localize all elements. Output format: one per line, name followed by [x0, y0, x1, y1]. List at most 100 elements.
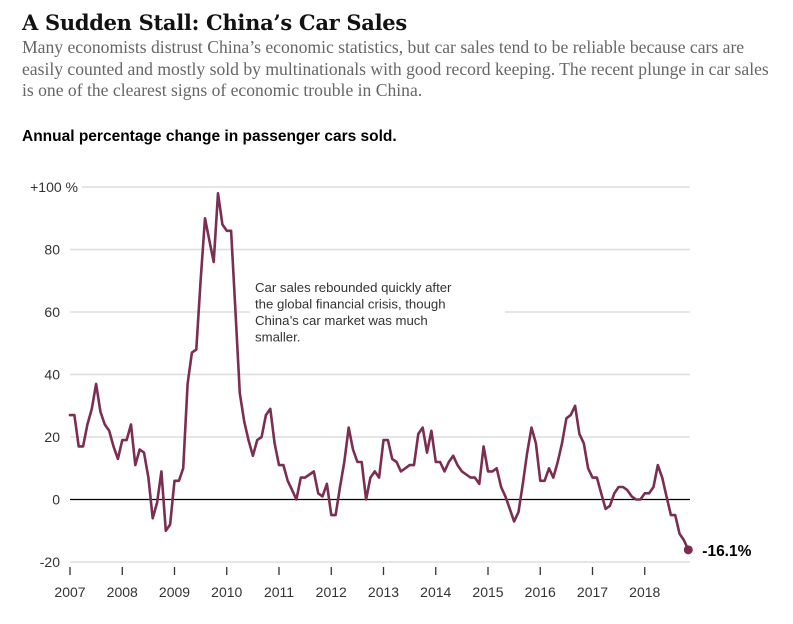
data-point: [308, 473, 310, 475]
x-axis: 2007 2008 2009 2010 2011 2012 2013 2014 2015 2016…: [54, 567, 661, 600]
data-point: [417, 433, 419, 435]
data-point: [395, 461, 397, 463]
data-point: [622, 486, 624, 488]
data-point: [252, 455, 254, 457]
annotation-text: China’s car market was much: [255, 313, 428, 328]
y-tick-label: 20: [44, 429, 60, 445]
data-point: [165, 530, 167, 532]
x-tick-label: 2016: [525, 584, 556, 600]
data-point: [448, 461, 450, 463]
data-point: [670, 514, 672, 516]
data-point: [178, 480, 180, 482]
data-point: [152, 517, 154, 519]
data-point: [343, 461, 345, 463]
data-point: [583, 442, 585, 444]
data-point: [652, 486, 654, 488]
data-point: [339, 486, 341, 488]
data-point: [208, 239, 210, 241]
data-point: [282, 464, 284, 466]
data-point: [374, 470, 376, 472]
data-point: [108, 430, 110, 432]
y-tick-label: 40: [44, 367, 60, 383]
data-point: [522, 483, 524, 485]
data-point: [491, 470, 493, 472]
x-tick-label: 2017: [577, 584, 608, 600]
data-point: [635, 498, 637, 500]
data-point: [195, 348, 197, 350]
data-point: [182, 467, 184, 469]
data-point: [334, 514, 336, 516]
data-point: [347, 426, 349, 428]
data-point: [674, 514, 676, 516]
x-tick-label: 2009: [159, 584, 190, 600]
data-point: [496, 467, 498, 469]
annotation-text: Car sales rebounded quickly after: [255, 280, 452, 295]
data-point: [361, 461, 363, 463]
data-point: [269, 408, 271, 410]
data-point: [365, 498, 367, 500]
data-point: [644, 492, 646, 494]
data-point: [169, 523, 171, 525]
data-point: [556, 461, 558, 463]
data-point: [408, 464, 410, 466]
data-point: [639, 498, 641, 500]
data-point: [300, 476, 302, 478]
data-point: [526, 451, 528, 453]
data-point: [117, 458, 119, 460]
y-tick-label: 60: [44, 304, 60, 320]
series-group: -16.1%: [68, 192, 752, 560]
data-point: [613, 492, 615, 494]
data-point: [186, 383, 188, 385]
data-point: [382, 439, 384, 441]
data-point: [317, 492, 319, 494]
y-tick-label: 0: [52, 492, 60, 508]
data-point: [121, 439, 123, 441]
data-point: [221, 223, 223, 225]
data-point: [391, 458, 393, 460]
y-tick-label: +100 %: [30, 179, 78, 195]
data-point: [330, 514, 332, 516]
y-axis-labels: -20 0 20 40 60 80 +100 %: [30, 179, 78, 570]
data-point: [678, 533, 680, 535]
x-tick-label: 2013: [368, 584, 399, 600]
x-tick-label: 2007: [54, 584, 85, 600]
annotation: Car sales rebounded quickly after the glo…: [250, 276, 505, 348]
x-tick-label: 2008: [107, 584, 138, 600]
x-tick-label: 2014: [420, 584, 451, 600]
headline: A Sudden Stall: China’s Car Sales: [22, 10, 407, 35]
dek-paragraph: Many economists distrust China’s economi…: [22, 37, 769, 100]
end-point-marker: [683, 545, 693, 555]
data-point: [243, 420, 245, 422]
data-point: [513, 520, 515, 522]
data-point: [683, 539, 685, 541]
data-point: [661, 476, 663, 478]
data-point: [587, 467, 589, 469]
data-point: [548, 467, 550, 469]
data-point: [143, 451, 145, 453]
data-point: [452, 455, 454, 457]
data-point: [99, 411, 101, 413]
data-point: [86, 423, 88, 425]
x-tick-label: 2010: [211, 584, 242, 600]
data-point: [578, 433, 580, 435]
data-point: [326, 483, 328, 485]
data-point: [69, 414, 71, 416]
data-point: [596, 476, 598, 478]
data-point: [413, 464, 415, 466]
data-point: [500, 486, 502, 488]
data-point: [217, 192, 219, 194]
y-tick-label: 80: [44, 242, 60, 258]
data-point: [617, 486, 619, 488]
data-point: [304, 476, 306, 478]
data-point: [456, 464, 458, 466]
data-point: [478, 483, 480, 485]
data-point: [273, 442, 275, 444]
data-point: [482, 445, 484, 447]
data-point: [260, 436, 262, 438]
data-point: [265, 414, 267, 416]
data-point: [369, 476, 371, 478]
end-value-label: -16.1%: [702, 543, 751, 560]
data-point: [204, 217, 206, 219]
data-point: [565, 417, 567, 419]
